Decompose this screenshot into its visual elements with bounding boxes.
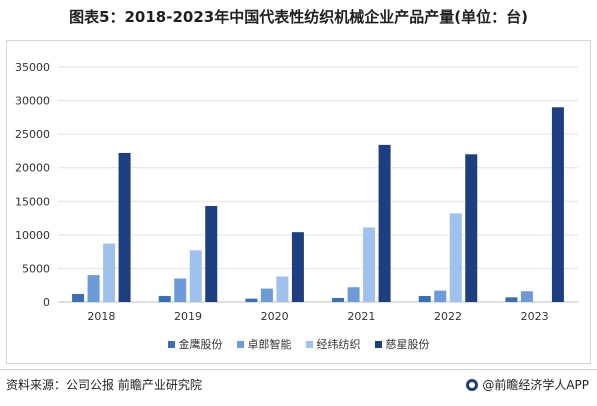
legend-swatch	[374, 340, 382, 348]
bar-2022-3	[465, 154, 478, 302]
y-tick-label: 35000	[15, 61, 50, 74]
chart-title: 图表5：2018-2023年中国代表性纺织机械企业产品产量(单位：台)	[69, 8, 528, 26]
legend-item-1: 卓郎智能	[236, 336, 292, 352]
legend-swatch	[305, 340, 313, 348]
bar-2020-1	[260, 288, 273, 302]
bar-2021-2	[363, 227, 376, 302]
x-tick-label: 2018	[87, 310, 115, 323]
x-tick-label: 2019	[174, 310, 202, 323]
bar-2020-2	[276, 276, 289, 302]
x-tick-label: 2021	[347, 310, 375, 323]
y-tick-label: 30000	[15, 95, 50, 108]
bar-2020-3	[291, 232, 304, 302]
bar-2019-2	[189, 250, 202, 302]
bar-2018-3	[118, 152, 131, 302]
bar-2022-1	[434, 290, 447, 302]
bar-2022-0	[418, 295, 431, 302]
legend-label: 慈星股份	[385, 338, 430, 351]
legend-label: 经纬纺织	[316, 338, 361, 351]
bar-2019-3	[205, 205, 218, 302]
y-tick-label: 25000	[15, 128, 50, 141]
y-tick-label: 0	[43, 296, 50, 309]
chart-area	[6, 40, 591, 364]
y-tick-label: 10000	[15, 229, 50, 242]
brand-watermark: @前瞻经济学人APP	[466, 376, 589, 393]
bar-2021-1	[347, 287, 360, 302]
bar-2020-0	[245, 298, 258, 302]
x-tick-label: 2022	[434, 310, 462, 323]
bar-chart: 0 5000 10000 15000 20000 25000 30000 35000 2018 2…	[15, 61, 578, 323]
legend-item-2: 经纬纺织	[305, 336, 361, 352]
legend-item-3: 慈星股份	[374, 336, 430, 352]
legend-swatch	[236, 340, 244, 348]
y-tick-label: 5000	[22, 262, 50, 275]
bar-2022-2	[449, 213, 462, 302]
bar-2023-3	[551, 107, 564, 303]
legend-label: 金鹰股份	[178, 338, 223, 351]
legend-item-0: 金鹰股份	[167, 336, 223, 352]
brand-label: @前瞻经济学人APP	[482, 378, 589, 392]
bar-2021-0	[332, 297, 345, 302]
footer-divider	[0, 369, 597, 370]
source-note: 资料来源：公司公报 前瞻产业研究院	[6, 378, 202, 392]
x-tick-label: 2020	[261, 310, 289, 323]
legend-swatch	[167, 340, 175, 348]
bar-2023-1	[520, 291, 533, 302]
bar-2018-1	[87, 275, 100, 302]
brand-logo-icon	[466, 378, 479, 391]
bar-2019-1	[174, 278, 187, 302]
bar-2023-0	[505, 297, 518, 302]
legend-label: 卓郎智能	[247, 338, 292, 351]
y-tick-label: 20000	[15, 162, 50, 175]
bar-2018-0	[72, 293, 85, 302]
bar-2019-0	[158, 295, 171, 302]
chart-legend: 金鹰股份 卓郎智能 经纬纺织 慈星股份	[0, 336, 597, 352]
bar-2021-3	[378, 144, 391, 302]
bar-2018-2	[103, 243, 116, 302]
y-tick-label: 15000	[15, 195, 50, 208]
x-tick-label: 2023	[521, 310, 549, 323]
